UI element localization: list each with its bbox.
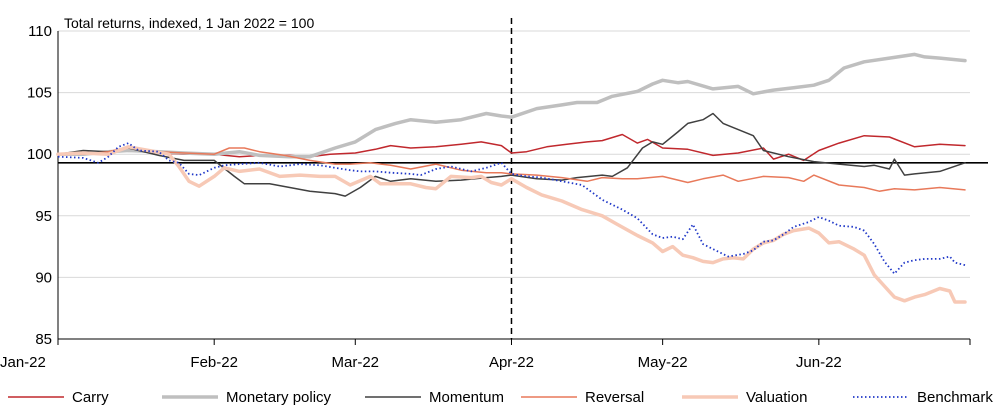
y-tick-label: 105	[27, 85, 52, 102]
series-line-reversal	[57, 146, 966, 192]
y-tick-label: 90	[35, 269, 52, 286]
legend-label: Momentum	[429, 389, 504, 406]
x-tick-label: May-22	[638, 354, 688, 371]
legend-label: Valuation	[746, 389, 807, 406]
series-line-monetary-policy	[56, 52, 967, 159]
legend-label: Monetary policy	[226, 389, 332, 406]
chart-annotation: Total returns, indexed, 1 Jan 2022 = 100	[64, 15, 314, 31]
x-tick-label: Feb-22	[190, 354, 238, 371]
x-tick-label: Jun-22	[796, 354, 842, 371]
y-tick-label: 110	[28, 23, 52, 40]
x-tick-label: Apr-22	[489, 354, 534, 371]
legend: Carry Monetary policy Momentum Reversal Valu…	[8, 389, 993, 406]
series-line-benchmark	[57, 142, 966, 275]
legend-label: Reversal	[585, 389, 644, 406]
x-tick-label: Mar-22	[332, 354, 380, 371]
y-tick-label: 100	[27, 146, 52, 163]
y-tick-label: 85	[35, 331, 52, 348]
legend-label: Carry	[72, 389, 109, 406]
tick-labels: 85 90 95 100 105 110 Jan-22 Feb-22 Mar-22 Apr-22 M…	[0, 23, 842, 371]
legend-label: Benchmark	[917, 389, 993, 406]
y-tick-label: 95	[35, 208, 52, 225]
x-tick-label: Jan-22	[0, 354, 46, 371]
series-lines	[56, 52, 967, 304]
series-line-momentum	[57, 112, 966, 197]
series-line-valuation	[56, 145, 967, 304]
